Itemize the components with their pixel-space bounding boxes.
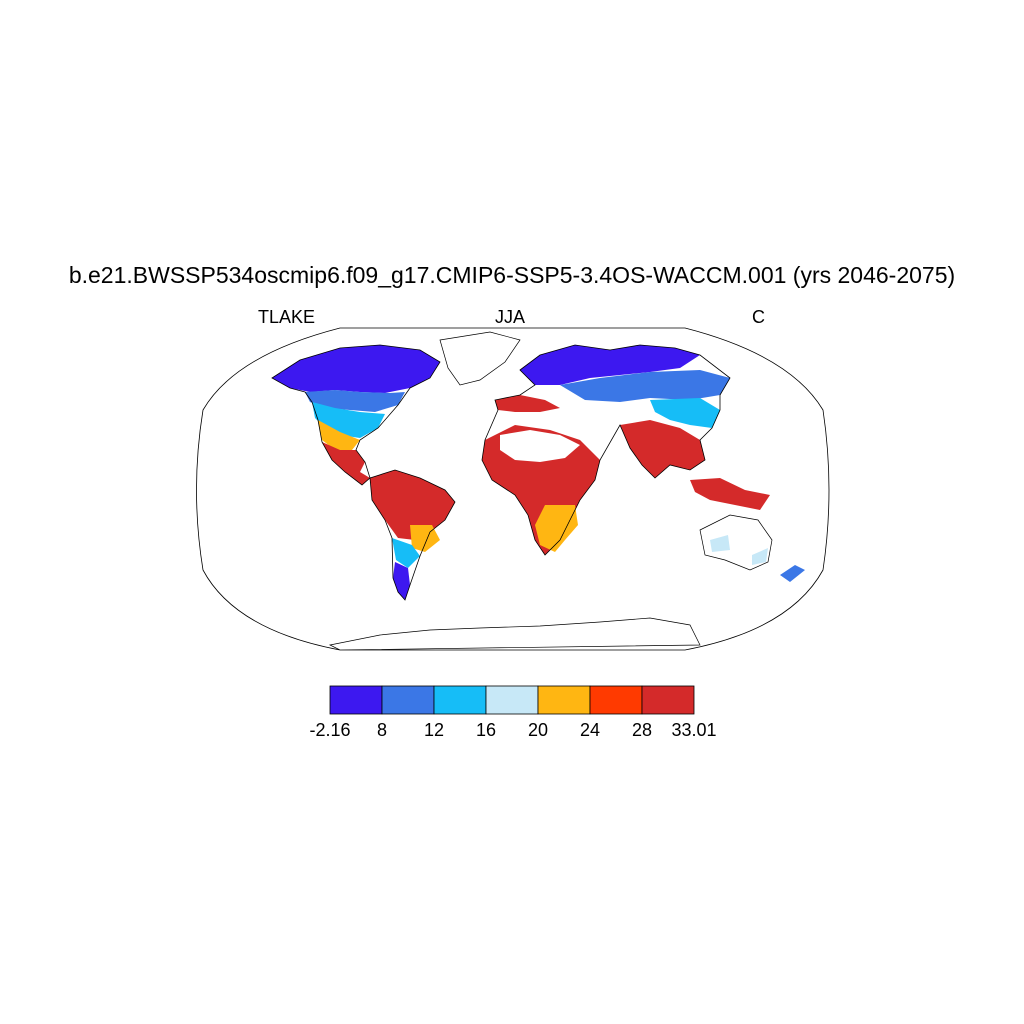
north-america-mid (305, 390, 405, 412)
mediterranean (495, 395, 560, 412)
colorbar-tick-label: 12 (424, 720, 444, 740)
colorbar-tick-label: 16 (476, 720, 496, 740)
colorbar-tick-label: 8 (377, 720, 387, 740)
south-america-mid (410, 525, 440, 552)
colorbar-tick-label: 28 (632, 720, 652, 740)
north-america-north (272, 345, 440, 393)
colorbar-swatch (381, 685, 435, 715)
south-america-north (370, 470, 455, 540)
colorbar-swatch (485, 685, 539, 715)
map-boundary (196, 327, 830, 651)
colorbar-swatch (589, 685, 643, 715)
colorbar-swatch (641, 685, 695, 715)
australia-lakes (710, 535, 768, 565)
plot-title: b.e21.BWSSP534oscmip6.f09_g17.CMIP6-SSP5… (68, 262, 956, 288)
east-asia (650, 398, 720, 428)
colorbar-tick-label: 24 (580, 720, 600, 740)
colorbar-swatch (433, 685, 487, 715)
colorbar-tick-label: -2.16 (309, 720, 350, 740)
south-america-south (392, 538, 420, 568)
new-zealand (780, 565, 805, 582)
colorbar-swatch (329, 685, 383, 715)
central-asia (560, 370, 730, 402)
antarctica (328, 617, 701, 650)
patagonia (393, 562, 410, 600)
land-fields (271, 331, 805, 650)
coastline (271, 344, 456, 601)
season-label: JJA (495, 307, 526, 327)
africa-south (535, 505, 578, 552)
units-label: C (752, 307, 765, 327)
indonesia (690, 478, 770, 510)
variable-label: TLAKE (258, 307, 316, 327)
greenland (439, 331, 521, 386)
coastline-eurasia (481, 344, 731, 556)
colorbar-swatch (537, 685, 591, 715)
scandinavia-siberia (520, 345, 700, 385)
north-america-southwest (318, 420, 360, 450)
colorbar-tick-label: 20 (528, 720, 548, 740)
colorbar-tick-label: 33.01 (671, 720, 716, 740)
africa-sahara (500, 430, 580, 462)
